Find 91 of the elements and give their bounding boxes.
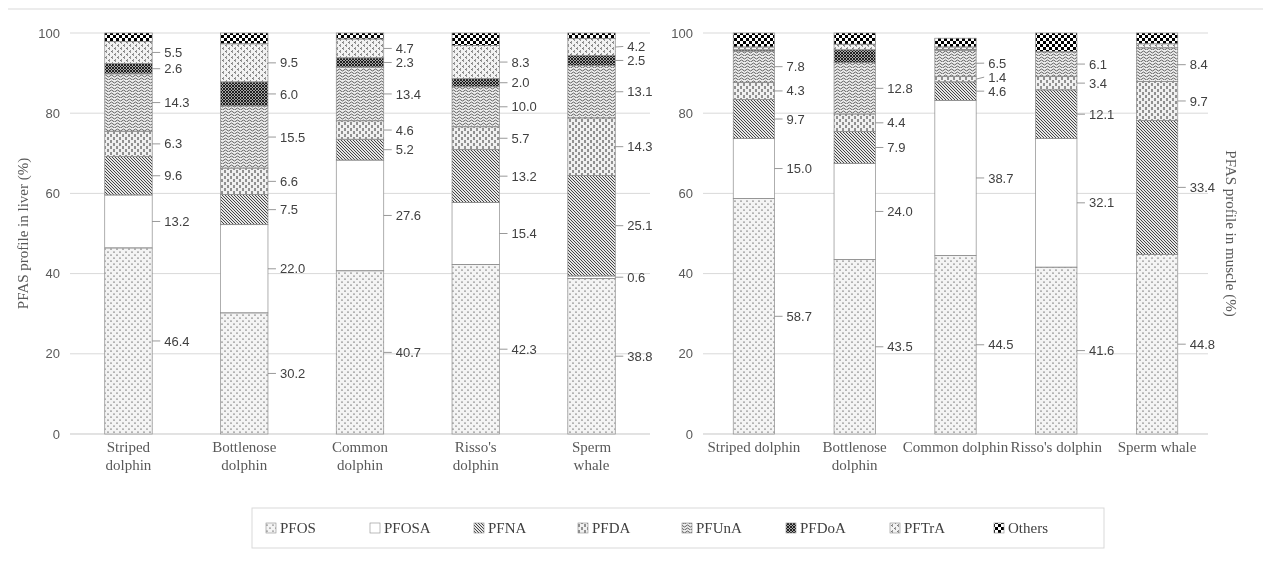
data-label: 9.7 [1189, 93, 1208, 109]
data-label: 46.4 [164, 333, 190, 349]
data-label: 24.0 [887, 204, 913, 219]
data-label: 9.6 [164, 168, 183, 184]
data-label: 44.8 [1189, 336, 1216, 352]
data-label: 2.0 [511, 75, 530, 91]
data-label: 6.6 [279, 173, 299, 189]
data-label: 4.3 [786, 83, 805, 99]
data-label: 15.0 [786, 161, 812, 177]
data-label: 2.3 [395, 55, 414, 71]
data-label: 25.1 [627, 218, 653, 234]
data-label: 6.0 [279, 86, 299, 102]
data-label: 15.5 [279, 129, 306, 145]
data-label: 4.6 [395, 122, 414, 138]
data-label: 42.3 [511, 341, 537, 357]
data-label: 4.7 [395, 40, 414, 56]
data-label: 38.7 [988, 170, 1014, 186]
data-label: 10.0 [511, 99, 537, 115]
data-label: 13.1 [627, 84, 653, 100]
data-label: 13.2 [511, 168, 537, 184]
data-label: 7.8 [786, 59, 805, 75]
x-tick-label: Risso's dolphin [1010, 439, 1103, 455]
y-tick-label: 60 [678, 185, 693, 201]
data-label: 12.8 [887, 80, 913, 96]
data-label: 2.6 [164, 61, 183, 77]
legend-label: PFTrA [904, 520, 946, 537]
data-label: 13.4 [395, 86, 422, 102]
legend-label: PFDA [592, 520, 631, 537]
data-label: 15.4 [511, 226, 537, 242]
data-label: 38.8 [627, 348, 653, 364]
x-tick-label: Sperm whale [1117, 439, 1197, 455]
x-tick-label: Bottlenose dolphin [212, 439, 277, 473]
x-tick-label: Striped dolphin [707, 439, 801, 455]
data-label: 12.1 [1088, 106, 1115, 122]
y-tick-label: 40 [45, 266, 60, 282]
data-label: 9.7 [786, 111, 805, 127]
y-tick-label: 0 [52, 426, 60, 442]
data-label: 43.5 [887, 339, 913, 355]
data-label: 2.5 [627, 53, 646, 69]
data-label: 5.7 [511, 130, 530, 146]
x-tick-label: Striped dolphin [105, 439, 152, 473]
legend-label: PFOSA [384, 520, 431, 537]
data-label: 40.7 [395, 344, 422, 360]
data-label: 13.2 [164, 214, 190, 230]
x-tick-label: Common dolphin [902, 439, 1009, 455]
data-label: 3.4 [1088, 75, 1108, 91]
legend-label: Others [1008, 520, 1049, 537]
data-label: 8.3 [511, 54, 530, 70]
y-tick-label: 60 [45, 185, 60, 201]
x-tick-label: Risso's dolphin [452, 439, 500, 473]
y-tick-label: 100 [38, 25, 60, 41]
data-label: 30.2 [279, 366, 306, 381]
y-tick-label: 100 [671, 25, 693, 41]
y-axis-title: PFAS profile in liver (%) [15, 157, 32, 310]
data-label: 22.0 [279, 261, 306, 277]
data-label: 14.3 [627, 139, 653, 155]
data-label: 1.4 [988, 69, 1007, 85]
data-label: 0.6 [627, 269, 646, 285]
data-label: 6.5 [988, 55, 1007, 71]
y-tick-label: 80 [45, 105, 60, 121]
y-tick-label: 0 [685, 426, 693, 442]
data-label: 32.1 [1088, 195, 1115, 211]
legend-label: PFDoA [800, 520, 847, 537]
data-label: 41.6 [1088, 343, 1115, 359]
data-label: 27.6 [395, 208, 422, 224]
data-label: 58.7 [786, 308, 812, 324]
y-tick-label: 80 [678, 105, 693, 121]
data-label: 4.2 [627, 39, 646, 55]
y-tick-label: 40 [678, 266, 693, 282]
legend-label: PFUnA [696, 520, 743, 537]
y-axis-title: PFAS profile in muscle (%) [1222, 150, 1239, 317]
data-label: 33.4 [1189, 179, 1216, 195]
data-label: 7.9 [887, 140, 906, 156]
data-label: 7.5 [279, 202, 299, 218]
data-label: 5.5 [164, 45, 183, 60]
data-label: 44.5 [988, 337, 1014, 353]
x-tick-label: Common dolphin [332, 439, 389, 473]
x-tick-label: Bottlenose dolphin [822, 439, 888, 473]
data-label: 9.5 [279, 55, 299, 71]
data-label: 6.1 [1088, 56, 1108, 72]
data-label: 4.6 [988, 83, 1007, 99]
x-tick-label: Sperm whale [571, 439, 612, 473]
y-tick-label: 20 [45, 346, 60, 362]
legend-label: PFNA [488, 520, 527, 537]
legend-label: PFOS [280, 520, 316, 537]
data-label: 4.4 [887, 115, 906, 131]
data-label: 8.4 [1189, 57, 1208, 73]
data-label: 14.3 [164, 95, 190, 111]
data-label: 5.2 [395, 142, 414, 158]
y-tick-label: 20 [678, 346, 693, 362]
data-label: 6.3 [164, 136, 183, 152]
